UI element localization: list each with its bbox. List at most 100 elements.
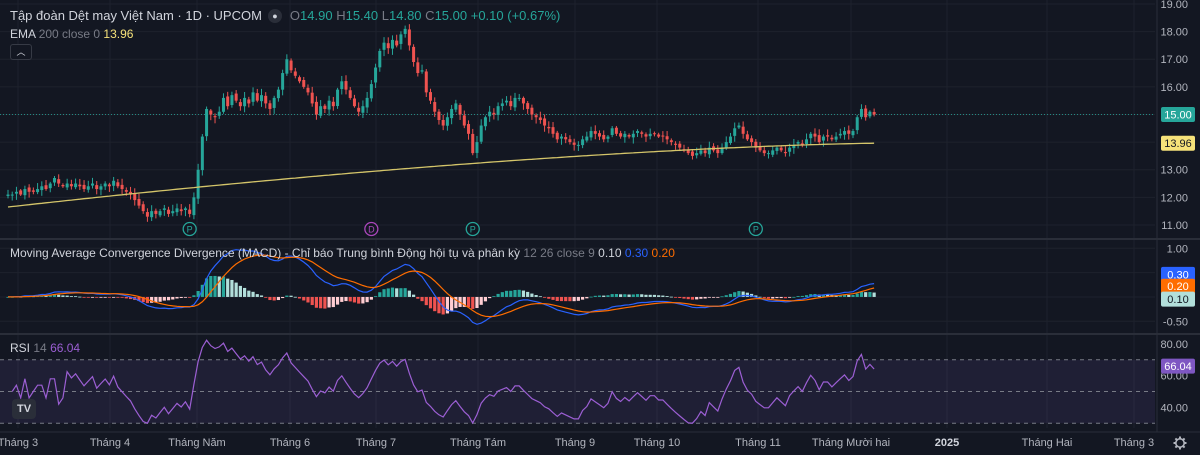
candle-body[interactable] bbox=[247, 99, 251, 104]
candle-body[interactable] bbox=[792, 144, 796, 149]
candle-body[interactable] bbox=[614, 127, 618, 134]
candle-body[interactable] bbox=[450, 108, 454, 119]
candle-body[interactable] bbox=[27, 187, 31, 192]
candle-body[interactable] bbox=[821, 136, 825, 141]
macd-pane[interactable] bbox=[6, 249, 876, 325]
candle-body[interactable] bbox=[669, 140, 673, 143]
candle-body[interactable] bbox=[319, 106, 323, 116]
candle-body[interactable] bbox=[758, 146, 762, 151]
candle-body[interactable] bbox=[133, 193, 137, 201]
candle-body[interactable] bbox=[6, 194, 10, 196]
pane-separators[interactable] bbox=[0, 0, 1200, 433]
candle-body[interactable] bbox=[598, 133, 601, 137]
candle-body[interactable] bbox=[775, 147, 779, 151]
candle-body[interactable] bbox=[517, 97, 521, 99]
candle-body[interactable] bbox=[340, 81, 344, 90]
candle-body[interactable] bbox=[581, 139, 585, 146]
candle-body[interactable] bbox=[433, 102, 437, 112]
candle-body[interactable] bbox=[399, 34, 403, 44]
candle-body[interactable] bbox=[112, 180, 116, 186]
candle-body[interactable] bbox=[52, 178, 56, 183]
candle-body[interactable] bbox=[627, 135, 631, 137]
candle-body[interactable] bbox=[61, 185, 65, 187]
candle-body[interactable] bbox=[826, 135, 830, 137]
candle-body[interactable] bbox=[830, 137, 834, 140]
candle-body[interactable] bbox=[361, 106, 365, 113]
candle-body[interactable] bbox=[65, 183, 69, 188]
candle-body[interactable] bbox=[652, 133, 656, 135]
candle-body[interactable] bbox=[471, 133, 475, 154]
macd-label-tag[interactable] bbox=[1161, 266, 1195, 282]
candle-body[interactable] bbox=[796, 142, 800, 144]
candle-body[interactable] bbox=[40, 186, 44, 191]
candle-body[interactable] bbox=[369, 84, 373, 99]
event-marker[interactable] bbox=[465, 221, 480, 237]
candle-body[interactable] bbox=[14, 191, 18, 194]
candle-body[interactable] bbox=[234, 93, 238, 101]
candle-body[interactable] bbox=[475, 142, 479, 153]
candle-body[interactable] bbox=[462, 115, 466, 126]
candle-body[interactable] bbox=[610, 128, 614, 135]
candle-body[interactable] bbox=[762, 150, 766, 154]
candle-body[interactable] bbox=[310, 92, 314, 104]
candle-body[interactable] bbox=[289, 60, 293, 71]
event-marker[interactable] bbox=[182, 221, 197, 237]
candle-body[interactable] bbox=[298, 77, 302, 82]
candle-body[interactable] bbox=[19, 190, 23, 195]
candle-body[interactable] bbox=[137, 198, 141, 206]
candle-body[interactable] bbox=[103, 183, 107, 187]
candle-body[interactable] bbox=[403, 28, 407, 34]
candle-body[interactable] bbox=[631, 133, 635, 138]
candle-body[interactable] bbox=[745, 134, 749, 140]
candle-body[interactable] bbox=[23, 189, 27, 196]
candle-body[interactable] bbox=[74, 183, 78, 188]
candle-body[interactable] bbox=[585, 136, 589, 141]
candle-body[interactable] bbox=[606, 136, 610, 139]
candle-body[interactable] bbox=[559, 136, 563, 139]
candle-body[interactable] bbox=[737, 125, 741, 128]
candle-body[interactable] bbox=[162, 208, 166, 210]
candle-body[interactable] bbox=[129, 191, 133, 195]
candle-body[interactable] bbox=[530, 107, 534, 115]
settings-gear-icon[interactable] bbox=[1173, 436, 1187, 450]
candle-body[interactable] bbox=[809, 133, 813, 139]
candle-body[interactable] bbox=[509, 101, 513, 107]
candle-body[interactable] bbox=[116, 182, 120, 187]
candle-body[interactable] bbox=[226, 96, 230, 107]
more-dots-icon[interactable]: ● bbox=[267, 9, 282, 23]
candle-body[interactable] bbox=[221, 97, 225, 112]
candle-body[interactable] bbox=[648, 133, 652, 137]
time-axis[interactable]: Tháng 3 Tháng 4 Tháng Năm Tháng 6 Tháng 7 Thá… bbox=[0, 437, 1154, 449]
candle-body[interactable] bbox=[783, 152, 787, 154]
candle-body[interactable] bbox=[205, 108, 209, 137]
rsi-label-tag[interactable] bbox=[1161, 358, 1195, 374]
rsi-pane[interactable] bbox=[0, 339, 1155, 425]
candle-body[interactable] bbox=[665, 136, 669, 140]
event-marker[interactable] bbox=[364, 221, 379, 237]
candle-body[interactable] bbox=[864, 108, 868, 118]
candle-body[interactable] bbox=[365, 97, 369, 108]
candle-body[interactable] bbox=[551, 127, 555, 134]
candle-body[interactable] bbox=[124, 190, 128, 192]
candle-body[interactable] bbox=[458, 105, 462, 115]
collapse-legend-chevron-icon[interactable]: ︿ bbox=[10, 44, 32, 60]
candle-body[interactable] bbox=[107, 184, 111, 187]
candle-body[interactable] bbox=[690, 151, 694, 156]
candle-body[interactable] bbox=[479, 125, 483, 142]
candle-body[interactable] bbox=[416, 62, 420, 74]
candle-body[interactable] bbox=[707, 147, 711, 155]
candle-body[interactable] bbox=[352, 98, 356, 107]
price-axis[interactable]: 11.0012.0013.0014.0015.0016.0017.0018.00… bbox=[1160, 0, 1195, 414]
rsi-legend[interactable]: RSI 14 66.04 bbox=[10, 341, 80, 355]
candle-body[interactable] bbox=[716, 149, 720, 154]
candle-body[interactable] bbox=[268, 103, 272, 109]
candle-body[interactable] bbox=[699, 150, 703, 154]
macd-label-tag[interactable] bbox=[1161, 278, 1195, 294]
candle-body[interactable] bbox=[31, 190, 35, 192]
candle-body[interactable] bbox=[547, 126, 551, 129]
candle-body[interactable] bbox=[238, 102, 242, 107]
candle-body[interactable] bbox=[196, 169, 200, 199]
candle-body[interactable] bbox=[82, 184, 86, 190]
candle-body[interactable] bbox=[800, 143, 804, 145]
